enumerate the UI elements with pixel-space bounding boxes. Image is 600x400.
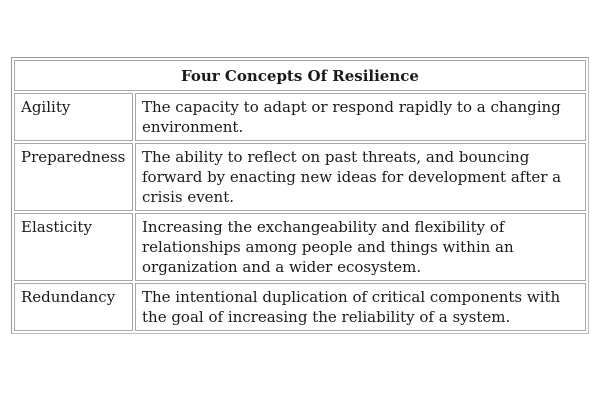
concept-term: Elasticity <box>14 213 133 281</box>
concept-term: Agility <box>14 93 133 141</box>
concept-description: Increasing the exchangeability and flexi… <box>135 213 586 281</box>
table-row: Preparedness The ability to reflect on p… <box>14 143 586 211</box>
concept-description: The capacity to adapt or respond rapidly… <box>135 93 586 141</box>
table-header-row: Four Concepts Of Resilience <box>14 60 586 91</box>
table-row: Redundancy The intentional duplication o… <box>14 283 586 331</box>
resilience-concepts-table: Four Concepts Of Resilience Agility The … <box>11 57 589 334</box>
concept-term: Redundancy <box>14 283 133 331</box>
table-title: Four Concepts Of Resilience <box>14 60 586 91</box>
table-row: Agility The capacity to adapt or respond… <box>14 93 586 141</box>
concept-description: The ability to reflect on past threats, … <box>135 143 586 211</box>
table-row: Elasticity Increasing the exchangeabilit… <box>14 213 586 281</box>
concept-term: Preparedness <box>14 143 133 211</box>
concept-description: The intentional duplication of critical … <box>135 283 586 331</box>
resilience-table-container: Four Concepts Of Resilience Agility The … <box>11 57 589 334</box>
